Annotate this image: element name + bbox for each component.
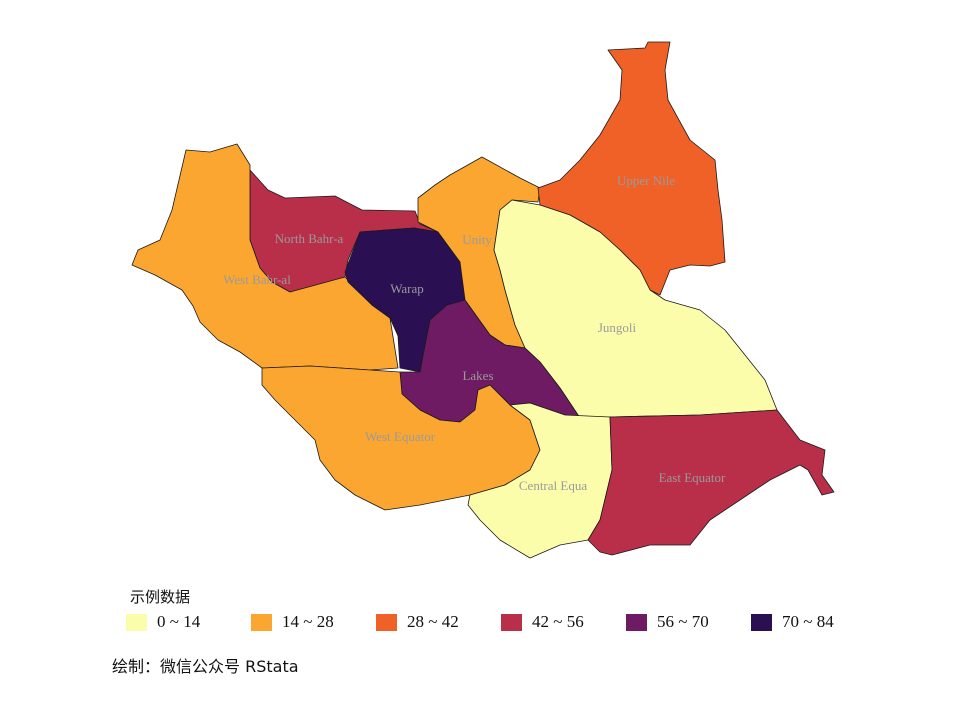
legend-swatch (251, 613, 272, 631)
legend-swatch (501, 613, 522, 631)
region-label-west-equator: West Equator (365, 429, 436, 444)
legend-label: 70 ~ 84 (782, 612, 834, 631)
legend-item: 56 ~ 70 (626, 612, 751, 632)
region-label-lakes: Lakes (462, 368, 493, 383)
region-label-central-equa: Central Equa (519, 478, 587, 493)
region-label-west-bahr-al: West Bahr-al (223, 272, 291, 287)
region-label-jungoli: Jungoli (598, 320, 637, 335)
legend-item: 42 ~ 56 (501, 612, 626, 632)
legend: 0 ~ 14 14 ~ 28 28 ~ 42 42 ~ 56 56 ~ 70 70 ~ 8… (126, 612, 876, 632)
legend-item: 70 ~ 84 (751, 612, 876, 632)
credit-text: 绘制：微信公众号 RStata (112, 657, 299, 676)
legend-label: 0 ~ 14 (157, 612, 201, 631)
region-upper-nile (537, 41, 726, 296)
legend-label: 14 ~ 28 (282, 612, 334, 631)
legend-swatch (376, 613, 397, 631)
legend-label: 28 ~ 42 (407, 612, 459, 631)
region-label-warap: Warap (390, 281, 424, 296)
legend-swatch (751, 613, 772, 631)
legend-item: 28 ~ 42 (376, 612, 501, 632)
region-label-north-bahr-a: North Bahr-a (275, 231, 344, 246)
legend-swatch (626, 613, 647, 631)
legend-title: 示例数据 (130, 588, 191, 606)
legend-swatch (126, 613, 147, 631)
legend-label: 42 ~ 56 (532, 612, 584, 631)
legend-item: 0 ~ 14 (126, 612, 251, 632)
region-label-east-equator: East Equator (659, 470, 726, 485)
region-central-equa (467, 402, 613, 559)
legend-item: 14 ~ 28 (251, 612, 376, 632)
region-label-upper-nile: Upper Nile (617, 173, 675, 188)
region-east-equator (587, 409, 835, 556)
legend-label: 56 ~ 70 (657, 612, 709, 631)
region-label-unity: Unity (462, 232, 492, 247)
